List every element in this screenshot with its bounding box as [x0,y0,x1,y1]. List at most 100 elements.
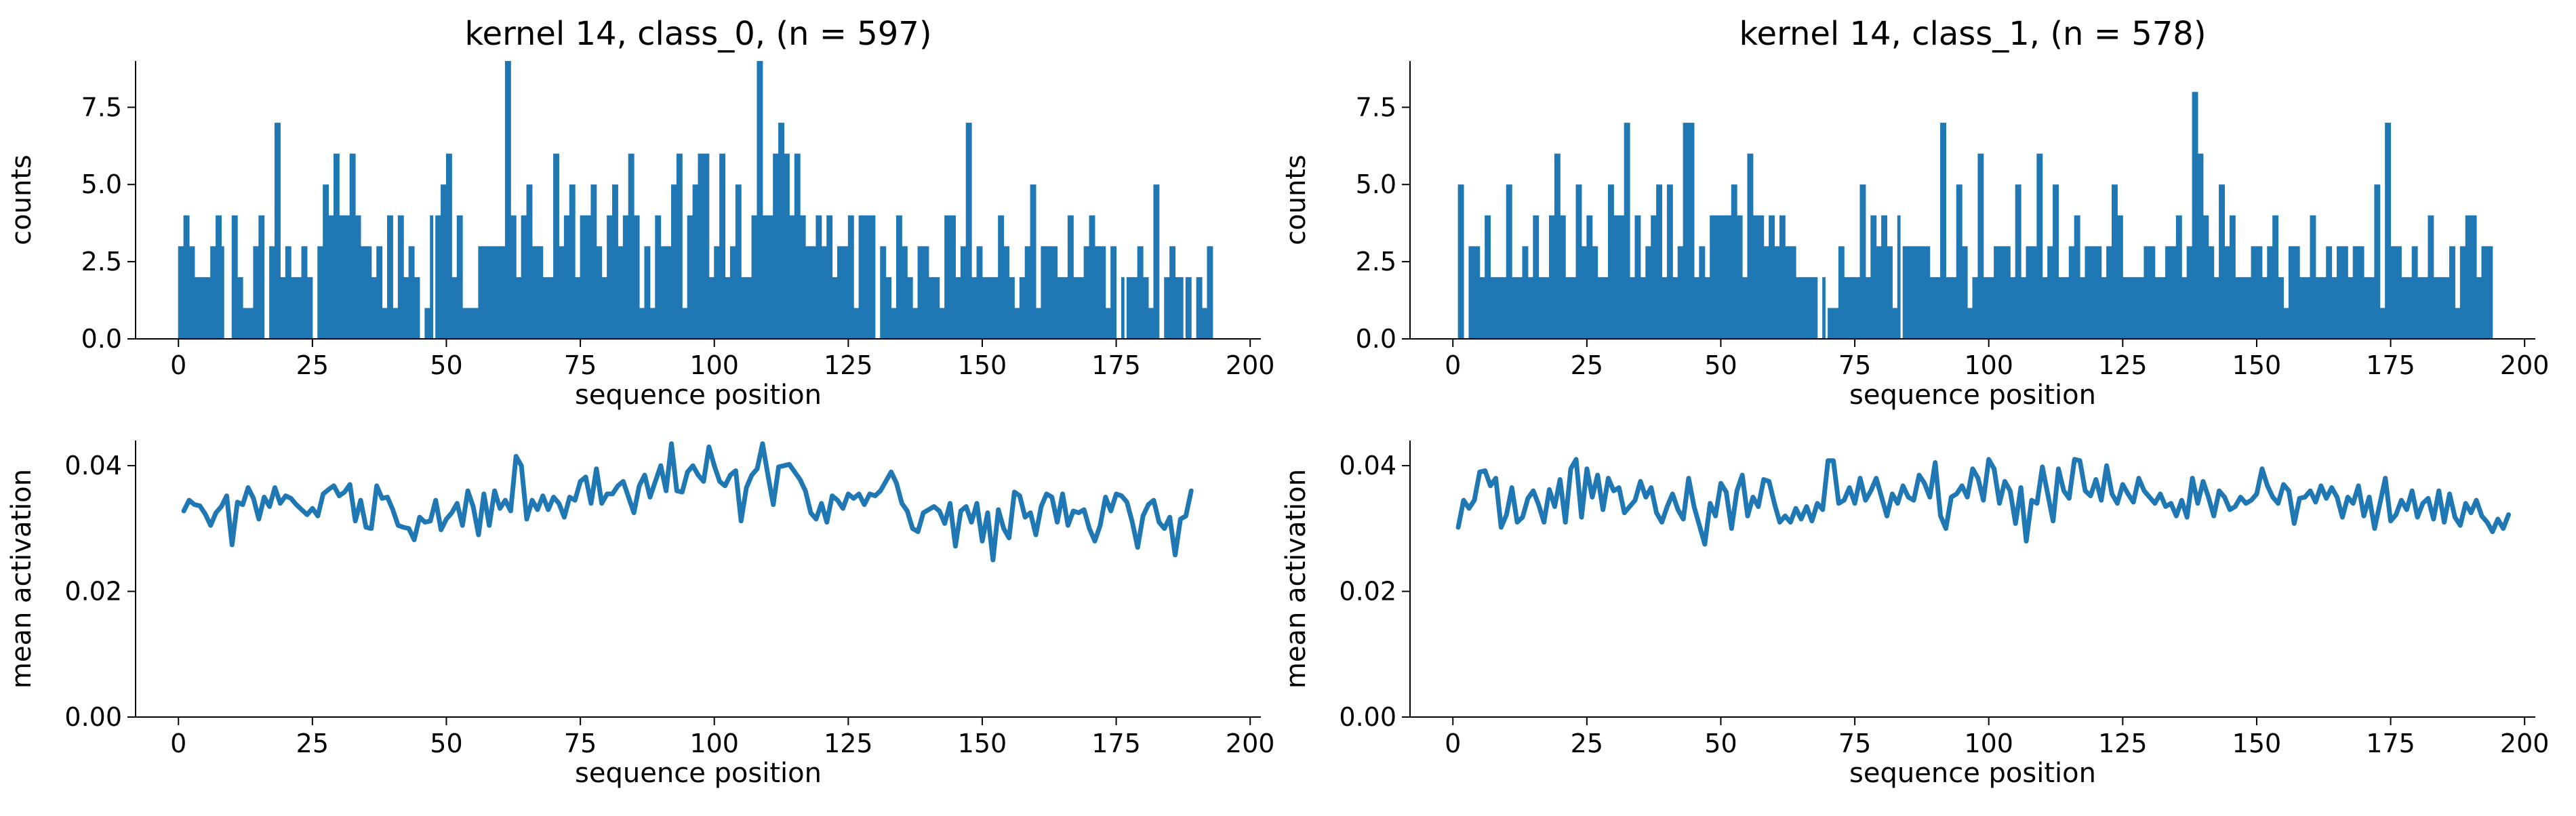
bar [1662,277,1668,339]
y-axis-label: counts [6,155,37,245]
bar [1849,277,1855,339]
bar [2090,246,2097,339]
bar [1999,246,2005,339]
bar [821,246,828,339]
x-tick-label: 25 [1571,729,1603,758]
bar [1495,277,1502,339]
bar [382,308,388,339]
bar [290,277,297,339]
y-axis-label: counts [1281,155,1312,245]
x-tick-label: 25 [296,729,329,758]
bar [1913,246,1920,339]
bar [1640,277,1647,339]
bar [1666,184,1673,339]
bar [1100,246,1106,339]
bar [360,246,367,339]
bar [2127,277,2134,339]
chart-title: kernel 14, class_1, (n = 578) [1739,15,2206,53]
x-tick-label: 100 [689,729,739,758]
bar [708,277,715,339]
bar [617,246,624,339]
bar [1597,277,1604,339]
bar [1062,277,1068,339]
bar [2326,246,2333,339]
class1-counts-panel: kernel 14, class_1, (n = 578) 0 25 50 75 100 1… [1281,15,2549,411]
bar [2256,246,2263,339]
bar [1522,246,1529,339]
y-tick-label: 2.5 [81,247,122,277]
bar [1603,277,1609,339]
x-tick-label: 125 [824,729,873,758]
bar [837,246,843,339]
bar [954,277,961,339]
bar [2208,246,2215,339]
bar [1570,277,1577,339]
x-tick-label: 150 [958,350,1007,380]
bar [2304,277,2311,339]
bar [231,215,238,339]
bar [698,153,704,339]
bar [783,153,790,339]
bar [982,277,988,339]
bar [1624,123,1630,339]
bar [1046,246,1053,339]
x-tick-label: 100 [1964,350,2013,380]
bar [2057,277,2064,339]
bar [2219,184,2226,339]
y-tick-label: 5.0 [81,169,122,199]
bar [2042,277,2049,339]
bar [2282,308,2289,339]
bar [2165,246,2171,339]
bar [376,246,383,339]
bar [510,215,517,339]
x-tick-label: 25 [296,350,329,380]
x-tick-label: 200 [2500,729,2550,758]
bar [639,308,645,339]
bar [794,153,801,339]
bar [258,215,265,339]
bar [1828,308,1834,339]
bar [403,277,409,339]
bar [2036,153,2043,339]
bar [2481,246,2488,339]
bar [596,246,603,339]
bar [1051,246,1058,339]
bar [1153,184,1160,339]
bar [504,61,511,339]
bar [408,246,415,339]
bar [933,277,940,339]
bar [1559,215,1566,339]
bar [912,308,919,339]
bar [397,215,404,339]
bar [333,153,340,339]
bar [537,246,544,339]
bar [2031,246,2038,339]
bar [2170,246,2177,339]
bar [1078,277,1085,339]
bar [1950,277,1957,339]
bar [1752,215,1759,339]
bar [2160,277,2167,339]
y-tick-label: 2.5 [1356,247,1396,277]
bar [590,184,597,339]
y-tick-label: 0.04 [1339,451,1396,481]
bar [1474,246,1481,339]
bar [2144,246,2150,339]
bar [2395,246,2402,339]
bar [607,215,613,339]
bar [242,308,249,339]
x-tick-label: 100 [1964,729,2013,758]
bar [1742,277,1748,339]
bar [895,215,902,339]
bar [338,215,345,339]
bar [773,153,780,339]
bar [2133,277,2139,339]
bar [2341,246,2348,339]
bar [2459,246,2466,339]
bar [1811,277,1818,339]
y-tick-label: 0.00 [1339,702,1396,732]
bar [2106,246,2113,339]
bar [2224,246,2230,339]
bar [939,308,946,339]
